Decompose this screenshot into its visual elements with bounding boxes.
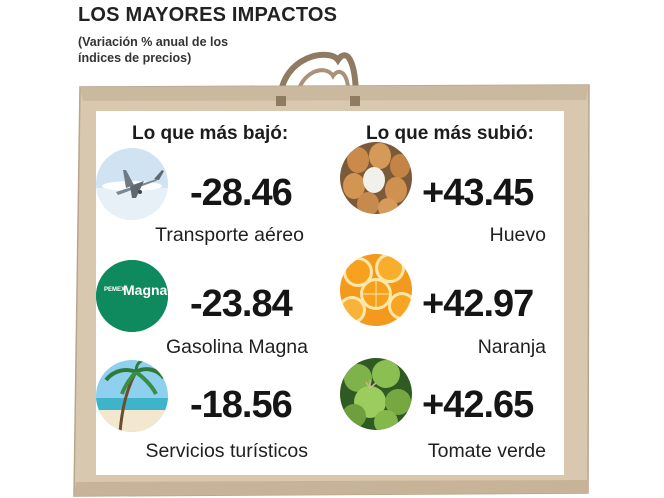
decrease-value-3: -18.56 [190,384,293,426]
decrease-label-2: Gasolina Magna [165,336,308,358]
decreases-heading: Lo que más bajó: [132,123,289,144]
increase-value-2: +42.97 [422,283,534,325]
subtitle-line-1: (Variación % anual de los [78,35,229,49]
subtitle-line-2: índices de precios) [78,51,192,65]
magna-product-text: Magna [123,282,168,298]
orange-slices-icon [340,254,412,326]
pemex-brand-text: PEMEX [104,287,126,293]
increase-label-2: Naranja [477,336,546,358]
increase-value-3: +42.65 [422,384,534,426]
increases-heading: Lo que más subió: [366,123,534,144]
page-title: LOS MAYORES IMPACTOS [78,4,338,26]
content-panel [96,111,564,475]
pemex-magna-logo: PEMEX Magna [96,260,168,332]
airplane-icon [96,148,168,220]
page-subtitle: (Variación % anual de los índices de pre… [78,34,298,66]
decrease-label-3: Servicios turísticos [145,440,308,462]
increase-value-1: +43.45 [422,172,534,214]
decrease-value-1: -28.46 [190,172,293,214]
eggs-icon [340,142,412,214]
beach-palm-icon [96,360,168,432]
increase-label-1: Huevo [489,224,546,246]
increase-label-3: Tomate verde [427,440,546,462]
decrease-value-2: -23.84 [190,283,293,325]
decrease-label-1: Transporte aéreo [155,224,304,246]
green-tomato-icon [340,358,412,430]
